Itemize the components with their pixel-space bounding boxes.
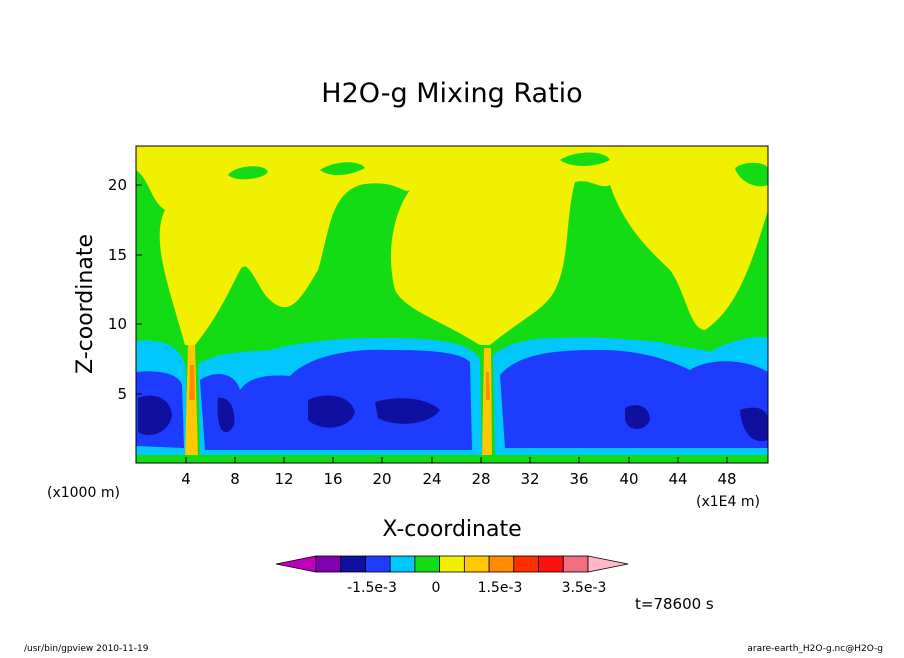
contour-spike-right — [482, 348, 492, 460]
colorbar-cell — [538, 555, 564, 573]
colorbar-cell — [389, 555, 416, 573]
colorbar-cell — [513, 555, 539, 573]
x-tick-label: 20 — [372, 470, 391, 488]
colorbar-cell — [463, 555, 490, 573]
contour-band-bottom — [136, 455, 768, 463]
colorbar-cell — [340, 555, 366, 573]
colorbar-cell — [439, 555, 465, 573]
contour-spike-left — [185, 345, 198, 460]
colorbar-label: 1.5e-3 — [478, 580, 523, 596]
x-tick-label: 24 — [422, 470, 441, 488]
colorbar-cells — [275, 555, 629, 573]
x-unit: (x1E4 m) — [696, 494, 760, 510]
footer-left: /usr/bin/gpview 2010-11-19 — [24, 644, 149, 654]
y-tick-label: 10 — [108, 315, 127, 333]
x-tick-label: 4 — [181, 470, 191, 488]
colorbar-cell — [365, 555, 391, 573]
y-tick-label: 15 — [108, 246, 127, 264]
y-unit: (x1000 m) — [47, 485, 120, 501]
colorbar-cell — [275, 555, 317, 573]
plot-area — [135, 145, 769, 464]
y-tick-label: 5 — [117, 385, 127, 403]
x-tick-label: 40 — [619, 470, 638, 488]
y-axis: 20 15 10 5 Z-coordinate (x1000 m) — [47, 176, 142, 501]
colorbar-cell — [414, 555, 441, 573]
x-tick-label: 12 — [274, 470, 293, 488]
x-tick-label: 16 — [323, 470, 342, 488]
x-tick-label: 44 — [668, 470, 687, 488]
x-axis-title: X-coordinate — [382, 517, 521, 542]
colorbar-cell — [488, 555, 515, 573]
colorbar-cell — [562, 555, 589, 573]
colorbar: -1.5e-3 0 1.5e-3 3.5e-3 — [275, 555, 629, 596]
plot-frame — [135, 145, 769, 464]
colorbar-cell — [315, 555, 342, 573]
colorbar-label: -1.5e-3 — [347, 580, 397, 596]
colorbar-label: 0 — [432, 580, 441, 596]
y-tick-label: 20 — [108, 176, 127, 194]
contour-spike-right-core — [486, 372, 490, 400]
time-label: t=78600 s — [635, 595, 714, 613]
x-tick-label: 8 — [230, 470, 240, 488]
y-axis-title: Z-coordinate — [73, 234, 98, 374]
footer-right: arare-earth_H2O-g.nc@H2O-g — [747, 644, 883, 654]
x-tick-label: 48 — [717, 470, 736, 488]
x-tick-label: 36 — [569, 470, 588, 488]
colorbar-label: 3.5e-3 — [562, 580, 607, 596]
contour-spike-left-core — [189, 365, 195, 400]
colorbar-cell — [587, 555, 629, 573]
x-axis: 4 8 12 16 20 24 28 32 36 40 44 48 (x1E4 … — [181, 457, 760, 542]
contour-band-green-top — [228, 152, 768, 187]
x-tick-label: 32 — [520, 470, 539, 488]
chart-title: H2O-g Mixing Ratio — [321, 78, 582, 109]
contour-band-darkblue — [138, 395, 768, 442]
x-tick-label: 28 — [471, 470, 490, 488]
contour-band-blue — [136, 349, 768, 450]
